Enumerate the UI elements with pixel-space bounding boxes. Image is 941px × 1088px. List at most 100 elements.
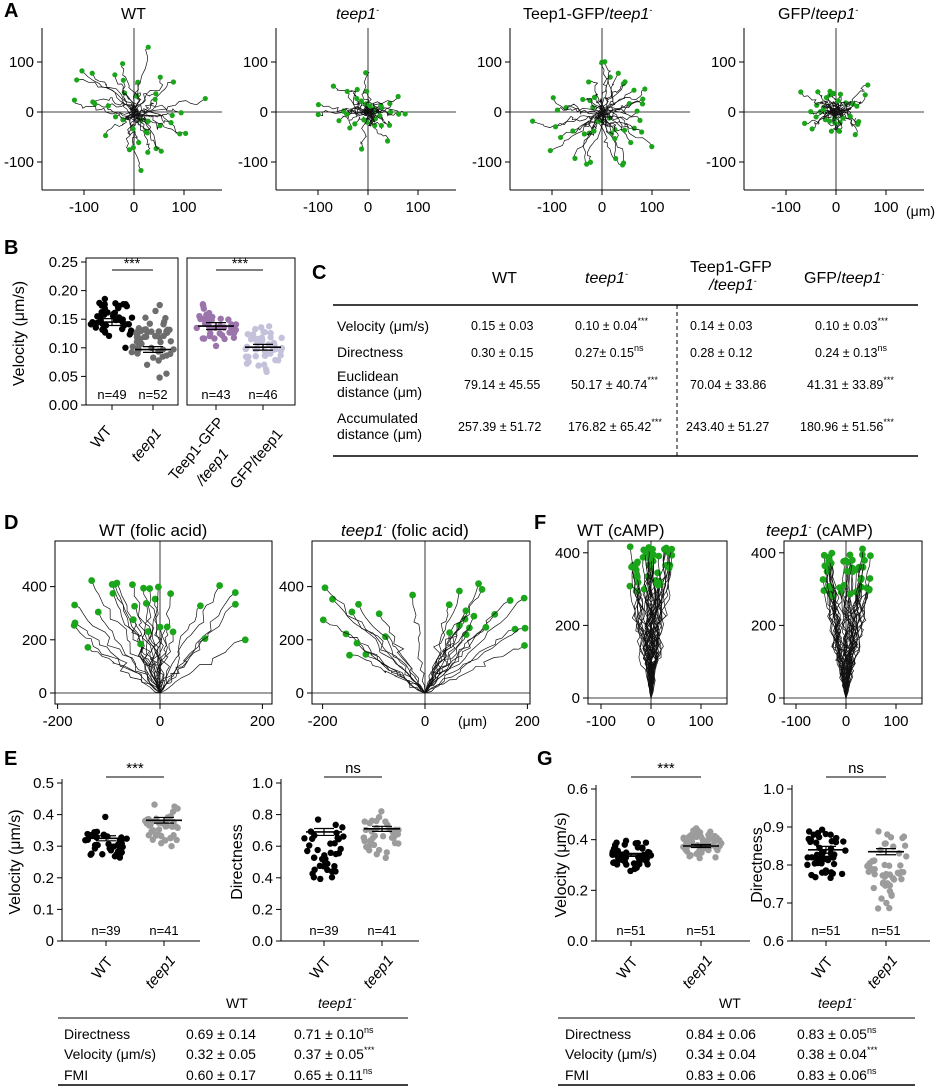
sig-label: *** bbox=[124, 255, 141, 271]
cell-track bbox=[159, 639, 246, 694]
track-endpoint bbox=[346, 651, 353, 659]
data-point bbox=[211, 335, 218, 342]
cell-track bbox=[412, 594, 426, 694]
data-point bbox=[314, 846, 321, 854]
track-endpoint bbox=[361, 117, 367, 123]
data-point bbox=[96, 299, 103, 307]
y-tick-label: 400 bbox=[22, 579, 47, 596]
data-point bbox=[811, 860, 818, 867]
a-title-wt: WT bbox=[121, 6, 146, 23]
b-frame-right bbox=[186, 257, 296, 406]
y-tick-label: 0.20 bbox=[49, 283, 78, 300]
trajectory-plot-d2 bbox=[307, 540, 531, 709]
data-point bbox=[362, 826, 370, 834]
cell-track bbox=[424, 590, 460, 694]
data-point bbox=[879, 872, 886, 879]
data-point bbox=[875, 828, 882, 835]
data-point bbox=[828, 838, 835, 845]
data-point bbox=[102, 813, 109, 821]
track-endpoint bbox=[88, 577, 96, 584]
track-endpoint bbox=[387, 100, 393, 107]
track-endpoint bbox=[71, 601, 79, 609]
cell-track bbox=[347, 90, 365, 112]
data-point bbox=[309, 870, 316, 877]
data-point bbox=[897, 862, 904, 869]
cell-track bbox=[603, 88, 645, 112]
data-point bbox=[93, 319, 101, 327]
track-endpoint bbox=[827, 118, 833, 124]
f-title-teep1: teep1- (cAMP) bbox=[766, 521, 873, 540]
track-endpoint bbox=[144, 628, 152, 635]
x-tick-label: -100 bbox=[69, 199, 99, 216]
track-endpoint bbox=[602, 59, 608, 65]
data-point bbox=[365, 847, 373, 854]
track-endpoint bbox=[642, 86, 648, 92]
data-point bbox=[807, 836, 815, 843]
data-point bbox=[146, 320, 154, 327]
track-endpoint bbox=[377, 113, 383, 119]
dot-plot-g2 bbox=[787, 785, 930, 946]
track-endpoint bbox=[89, 70, 95, 76]
cell-track bbox=[424, 597, 525, 694]
c-cell: 0.30 ± 0.15 bbox=[471, 346, 534, 360]
data-point bbox=[699, 836, 706, 843]
c-cell: 0.15 ± 0.03 bbox=[471, 319, 534, 333]
track-endpoint bbox=[595, 118, 602, 125]
track-endpoint bbox=[152, 96, 158, 102]
cell-track bbox=[424, 626, 487, 694]
a-title-teep1: teep1- bbox=[336, 5, 380, 24]
track-endpoint bbox=[521, 624, 529, 632]
data-point bbox=[170, 832, 177, 839]
e-table-header-wt: WT bbox=[226, 995, 248, 1011]
data-point bbox=[886, 904, 893, 912]
track-endpoint bbox=[620, 160, 627, 166]
x-group-label: WT bbox=[89, 954, 117, 983]
c-cell: 176.82 ± 65.42*** bbox=[568, 417, 662, 435]
cell-track bbox=[116, 582, 161, 694]
track-endpoint bbox=[129, 581, 136, 589]
trajectory-plot-f2 bbox=[779, 540, 923, 709]
data-point bbox=[813, 839, 820, 846]
data-point bbox=[252, 352, 259, 360]
y-tick-label: 1.0 bbox=[763, 781, 784, 798]
data-point bbox=[815, 833, 823, 841]
track-endpoint bbox=[547, 147, 553, 154]
track-endpoint bbox=[846, 551, 854, 559]
data-point bbox=[812, 873, 819, 881]
data-point bbox=[128, 348, 136, 356]
c-header-teep1: teep1- bbox=[585, 269, 629, 288]
y-tick-label: 0.8 bbox=[763, 857, 784, 874]
data-point bbox=[216, 330, 223, 337]
track-endpoint bbox=[138, 167, 144, 174]
x-tick-label: 100 bbox=[883, 713, 908, 730]
track-endpoint bbox=[552, 124, 559, 130]
data-point bbox=[808, 854, 816, 861]
track-endpoint bbox=[866, 552, 874, 560]
track-endpoint bbox=[470, 612, 478, 620]
cell-track bbox=[74, 622, 161, 694]
g-row-label: FMI bbox=[565, 1067, 590, 1083]
track-endpoint bbox=[145, 149, 151, 155]
track-endpoint bbox=[216, 582, 224, 589]
track-endpoint bbox=[74, 77, 80, 83]
track-endpoint bbox=[570, 128, 576, 134]
cell-track bbox=[601, 61, 612, 111]
data-point bbox=[134, 350, 141, 357]
data-point bbox=[115, 303, 122, 310]
data-point bbox=[840, 838, 847, 845]
x-tick-label: -100 bbox=[781, 713, 811, 730]
data-point bbox=[82, 836, 89, 844]
track-endpoint bbox=[820, 107, 826, 113]
track-endpoint bbox=[126, 147, 133, 153]
dot-plot-g1 bbox=[591, 785, 750, 946]
y-axis-label: Directness bbox=[749, 827, 766, 903]
cell-track bbox=[583, 113, 604, 165]
track-endpoint bbox=[146, 585, 154, 592]
data-point bbox=[867, 865, 874, 872]
track-endpoint bbox=[109, 589, 117, 597]
track-endpoint bbox=[581, 131, 587, 137]
cell-track bbox=[601, 100, 643, 113]
data-point bbox=[262, 351, 269, 358]
track-endpoint bbox=[802, 120, 808, 126]
data-point bbox=[874, 905, 882, 912]
